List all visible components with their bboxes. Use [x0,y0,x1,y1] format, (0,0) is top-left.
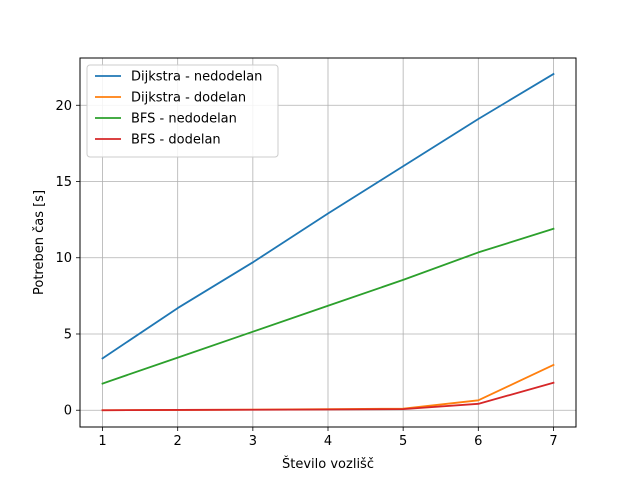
legend-label: BFS - dodelan [131,133,221,148]
series-line-2 [101,227,555,385]
legend-label: BFS - nedodelan [131,112,237,127]
legend-box [86,64,279,158]
series-line-3 [101,381,555,412]
y-axis-label: Potreben čas [s] [32,190,47,295]
y-tick-label: 10 [55,251,72,266]
y-tick-label: 0 [64,404,72,419]
legend-label: Dijkstra - dodelan [131,91,246,106]
legend: Dijkstra - nedodelan Dijkstra - dodelan BF… [86,64,279,158]
x-tick-label: 2 [174,434,182,449]
y-tick-label: 15 [55,175,72,190]
legend-label: Dijkstra - nedodelan [131,70,262,85]
x-tick-label: 5 [399,434,407,449]
y-tick-label: 20 [55,99,72,114]
x-tick-label: 1 [98,434,106,449]
x-tick-label: 6 [474,434,482,449]
series-line-0 [101,72,555,360]
x-tick-label: 3 [249,434,257,449]
axis-ticks: 1 2 3 4 5 6 7 0 5 10 15 20 [55,99,557,449]
series-lines [101,72,555,412]
y-tick-label: 5 [64,327,72,342]
x-tick-label: 4 [324,434,332,449]
x-tick-label: 7 [549,434,557,449]
x-axis-label: Število vozlišč [282,456,374,472]
